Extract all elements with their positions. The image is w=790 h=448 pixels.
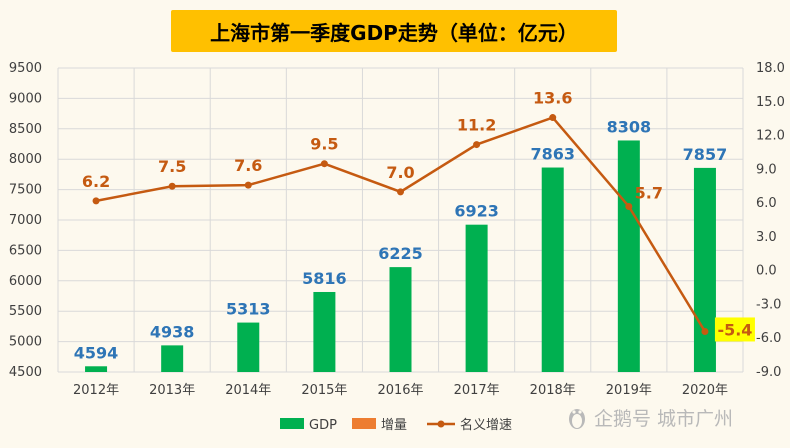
gdp-data-label: 5816 xyxy=(302,269,347,288)
x-tick-label: 2016年 xyxy=(377,383,423,398)
y-left-tick-label: 8500 xyxy=(9,122,42,137)
legend-label-growth: 名义增速 xyxy=(460,417,512,433)
y-right-tick-label: 3.0 xyxy=(756,230,777,245)
legend-label-gdp: GDP xyxy=(309,418,337,433)
y-left-tick-label: 6000 xyxy=(9,274,42,289)
y-left-tick-label: 9500 xyxy=(9,61,42,76)
growth-point xyxy=(244,181,252,189)
growth-point xyxy=(473,141,481,149)
chart-title: 上海市第一季度GDP走势（单位：亿元） xyxy=(171,10,617,52)
growth-highlight-box xyxy=(714,317,755,342)
y-right-tick-label: 12.0 xyxy=(756,129,785,144)
gdp-data-label: 6923 xyxy=(454,202,499,221)
y-left-tick-label: 7500 xyxy=(9,183,42,198)
gdp-data-label: 7863 xyxy=(530,145,575,164)
growth-data-label: 5.7 xyxy=(635,183,663,202)
y-left-tick-label: 7000 xyxy=(9,213,42,228)
y-left-tick-label: 5500 xyxy=(9,304,42,319)
y-right-tick-label: 0.0 xyxy=(756,264,777,279)
gdp-data-label: 5313 xyxy=(226,300,271,319)
gdp-bar xyxy=(389,267,412,372)
penguin-icon xyxy=(569,409,585,429)
growth-point xyxy=(320,160,328,168)
x-tick-label: 2013年 xyxy=(149,383,195,398)
legend-marker-growth xyxy=(437,420,445,428)
gdp-bar xyxy=(313,291,336,372)
growth-point xyxy=(625,202,633,210)
y-right-tick-label: 15.0 xyxy=(756,95,785,110)
gdp-bar xyxy=(541,167,564,372)
y-right-tick-label: 18.0 xyxy=(756,61,785,76)
y-right-tick-label: -6.0 xyxy=(756,331,781,346)
gdp-data-label: 8308 xyxy=(607,117,652,136)
gdp-bar xyxy=(161,345,184,372)
growth-data-label: 13.6 xyxy=(533,89,572,108)
legend-swatch-gdp xyxy=(280,418,304,429)
x-tick-label: 2017年 xyxy=(454,383,500,398)
growth-data-label: 7.6 xyxy=(234,156,262,175)
x-tick-label: 2012年 xyxy=(73,383,119,398)
gdp-bar xyxy=(617,140,640,372)
growth-point xyxy=(549,114,557,122)
gdp-bar xyxy=(693,167,716,372)
growth-data-label: 6.2 xyxy=(82,172,110,191)
y-left-tick-label: 5000 xyxy=(9,335,42,350)
gdp-bar xyxy=(85,366,108,372)
growth-data-label: 11.2 xyxy=(457,116,496,135)
growth-data-label: 7.5 xyxy=(158,157,186,176)
gdp-bar xyxy=(465,224,488,372)
legend-swatch-increase xyxy=(352,418,376,429)
watermark-brand: 企鹅号 xyxy=(594,407,652,430)
y-right-tick-label: 9.0 xyxy=(756,162,777,177)
y-left-tick-label: 9000 xyxy=(9,91,42,106)
watermark: 企鹅号 城市广州 xyxy=(566,400,733,434)
gdp-data-label: 7857 xyxy=(683,145,728,164)
growth-point xyxy=(92,197,100,205)
y-right-tick-label: 6.0 xyxy=(756,196,777,211)
gdp-data-label: 6225 xyxy=(378,244,423,263)
growth-data-label: 9.5 xyxy=(310,135,338,154)
x-tick-label: 2014年 xyxy=(225,383,271,398)
growth-data-label: -5.4 xyxy=(717,320,752,339)
y-left-tick-label: 8000 xyxy=(9,152,42,167)
gdp-bar xyxy=(237,322,260,372)
legend-label-increase: 增量 xyxy=(381,418,407,433)
x-tick-label: 2020年 xyxy=(682,383,728,398)
gdp-data-label: 4938 xyxy=(150,322,195,341)
growth-point xyxy=(168,182,176,190)
growth-data-label: 7.0 xyxy=(386,163,414,182)
growth-point xyxy=(701,327,709,335)
y-right-tick-label: -3.0 xyxy=(756,297,781,312)
x-tick-label: 2019年 xyxy=(606,383,652,398)
y-right-tick-label: -9.0 xyxy=(756,365,781,380)
y-left-tick-label: 6500 xyxy=(9,243,42,258)
x-tick-label: 2015年 xyxy=(301,383,347,398)
gdp-data-label: 4594 xyxy=(74,343,119,362)
watermark-account: 城市广州 xyxy=(657,407,734,430)
x-tick-label: 2018年 xyxy=(530,383,576,398)
y-left-tick-label: 4500 xyxy=(9,365,42,380)
growth-point xyxy=(397,188,404,196)
